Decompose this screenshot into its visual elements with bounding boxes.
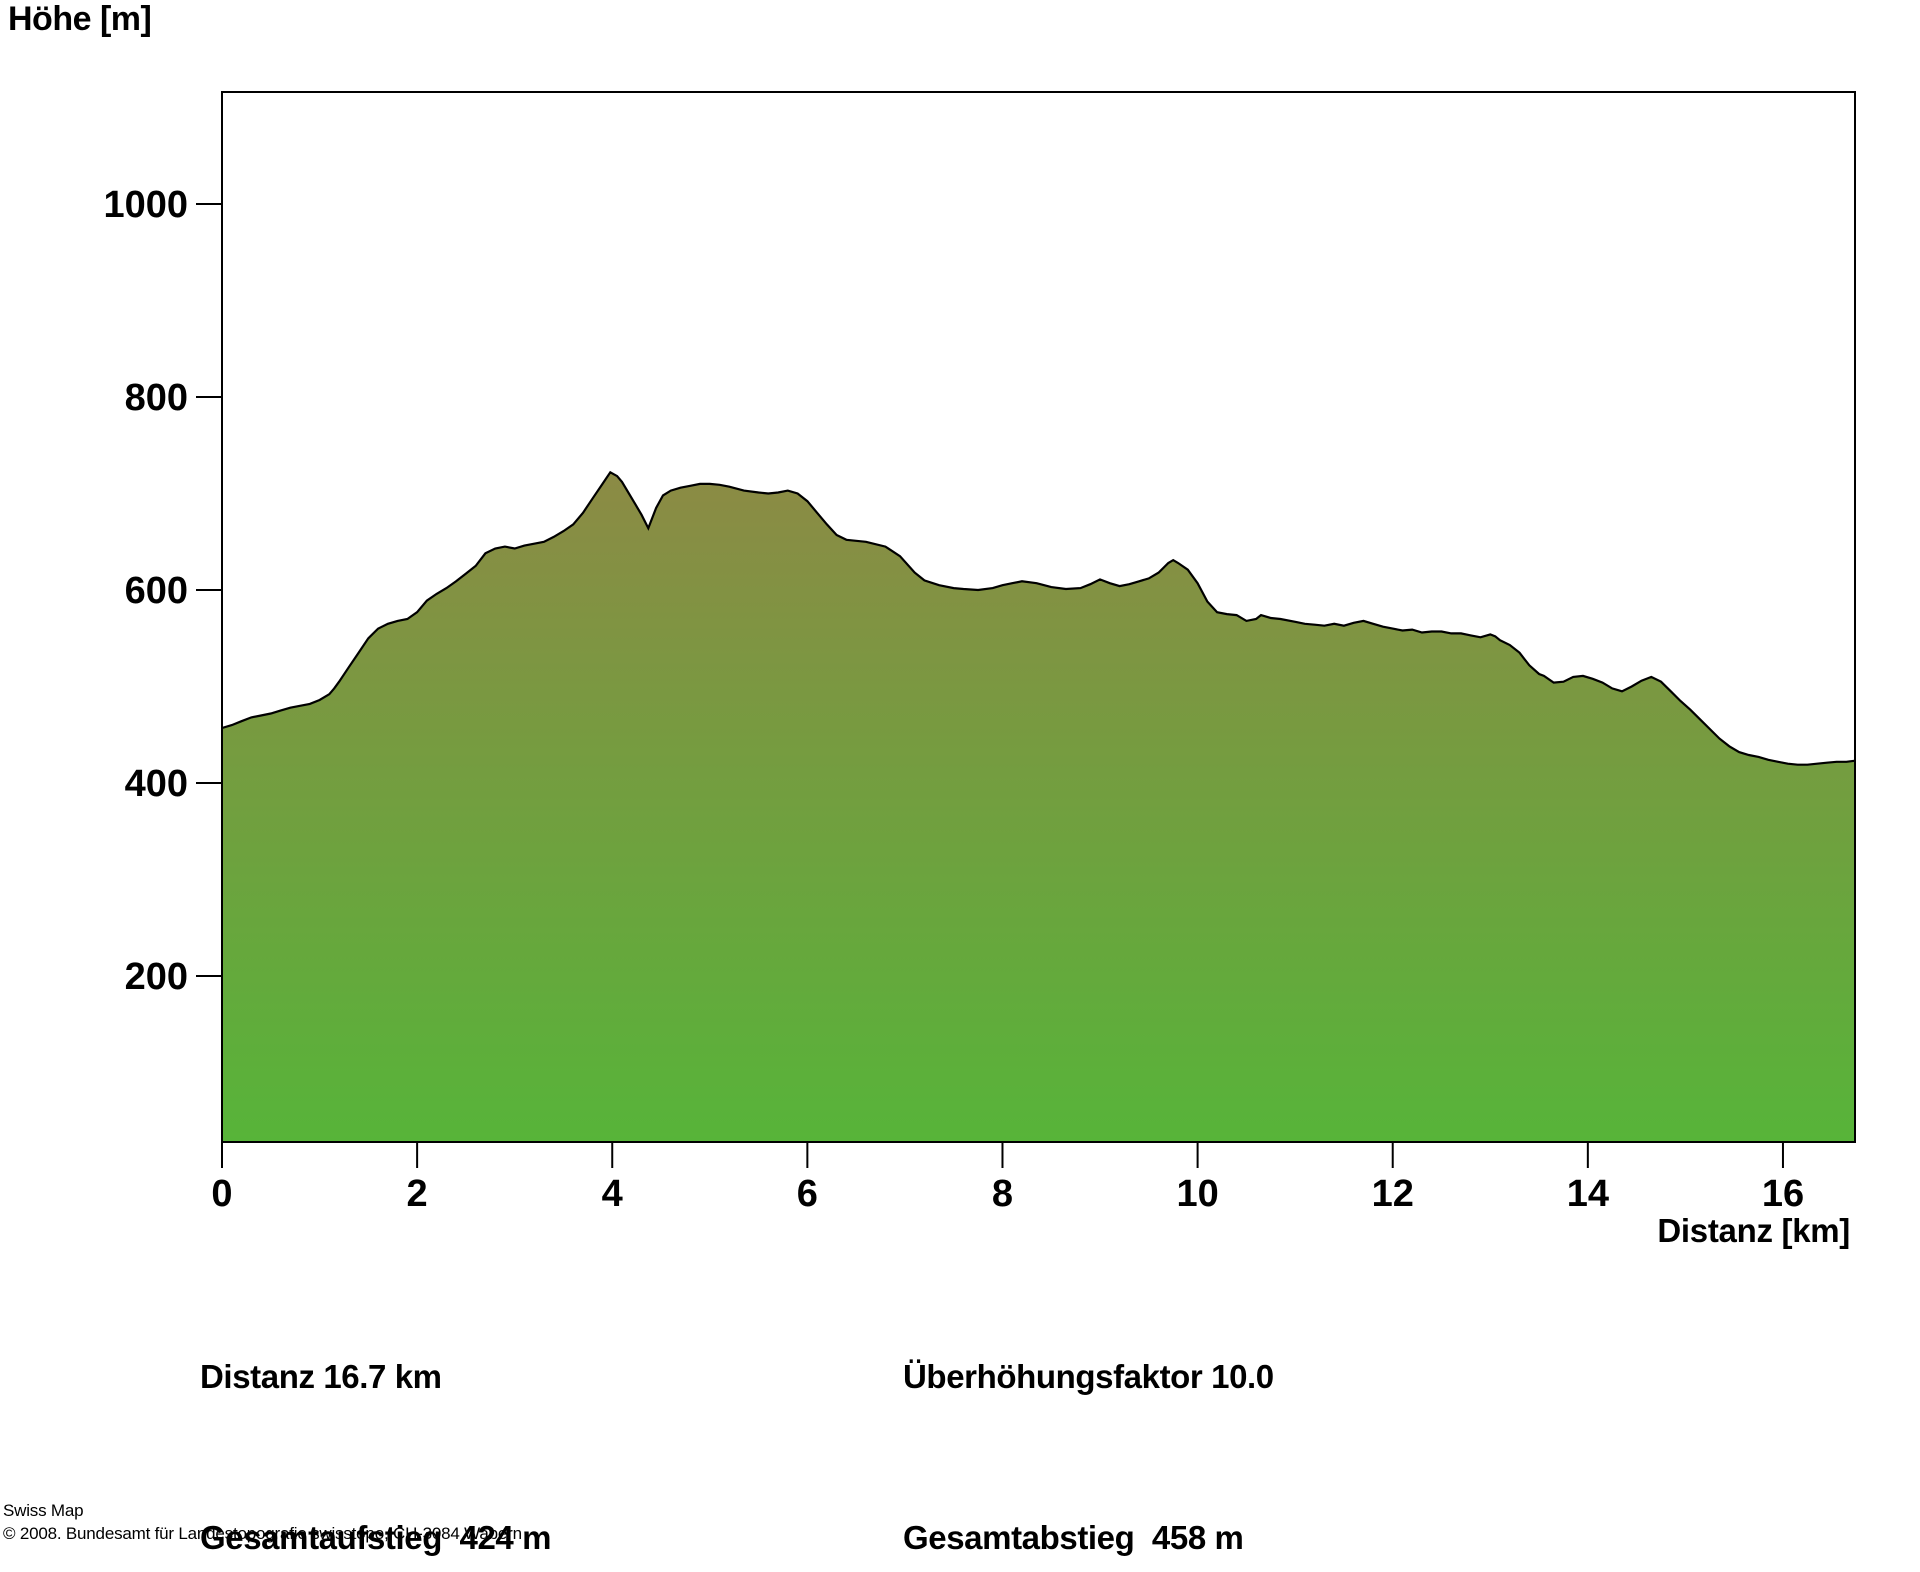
stat-gesamtabstieg: Gesamtabstieg 458 m bbox=[903, 1518, 1244, 1556]
elevation-area bbox=[222, 472, 1855, 1142]
x-tick-label: 16 bbox=[1762, 1173, 1804, 1215]
x-tick-label: 8 bbox=[992, 1173, 1013, 1215]
y-tick-label: 1000 bbox=[103, 184, 188, 226]
stat-distanz: Distanz 16.7 km bbox=[200, 1358, 442, 1395]
y-tick-label: 200 bbox=[125, 956, 188, 998]
x-axis-label: Distanz [km] bbox=[1657, 1212, 1850, 1249]
footer: Swiss Map © 2008. Bundesamt für Landesto… bbox=[3, 1500, 522, 1545]
x-tick-label: 6 bbox=[797, 1173, 818, 1215]
plot-frame bbox=[221, 91, 1856, 1143]
stat-ueberhoehungsfaktor: Überhöhungsfaktor 10.0 bbox=[903, 1358, 1274, 1395]
stats-right-column: Überhöhungsfaktor 10.0 Gesamtabstieg 458… bbox=[903, 1243, 1357, 1572]
y-tick-label: 600 bbox=[125, 570, 188, 612]
x-tick-label: 12 bbox=[1372, 1173, 1414, 1215]
x-tick-label: 0 bbox=[211, 1173, 232, 1215]
x-tick-label: 14 bbox=[1567, 1173, 1609, 1215]
stat-gesamtaufstieg: Gesamtaufstieg 424 m bbox=[200, 1518, 552, 1556]
footer-copyright: © 2008. Bundesamt für Landestopografie s… bbox=[3, 1523, 522, 1543]
footer-app-name: Swiss Map bbox=[3, 1501, 84, 1520]
y-axis-title: Höhe [m] bbox=[8, 0, 152, 38]
x-tick-label: 4 bbox=[602, 1173, 623, 1215]
x-tick-label: 2 bbox=[407, 1173, 428, 1215]
x-tick-label: 10 bbox=[1176, 1173, 1218, 1215]
stats-left-column: Distanz 16.7 km Gesamtaufstieg 424 m Max… bbox=[200, 1243, 599, 1572]
y-tick-label: 400 bbox=[125, 763, 188, 805]
elevation-outline bbox=[221, 470, 1855, 766]
y-tick-label: 800 bbox=[125, 377, 188, 419]
